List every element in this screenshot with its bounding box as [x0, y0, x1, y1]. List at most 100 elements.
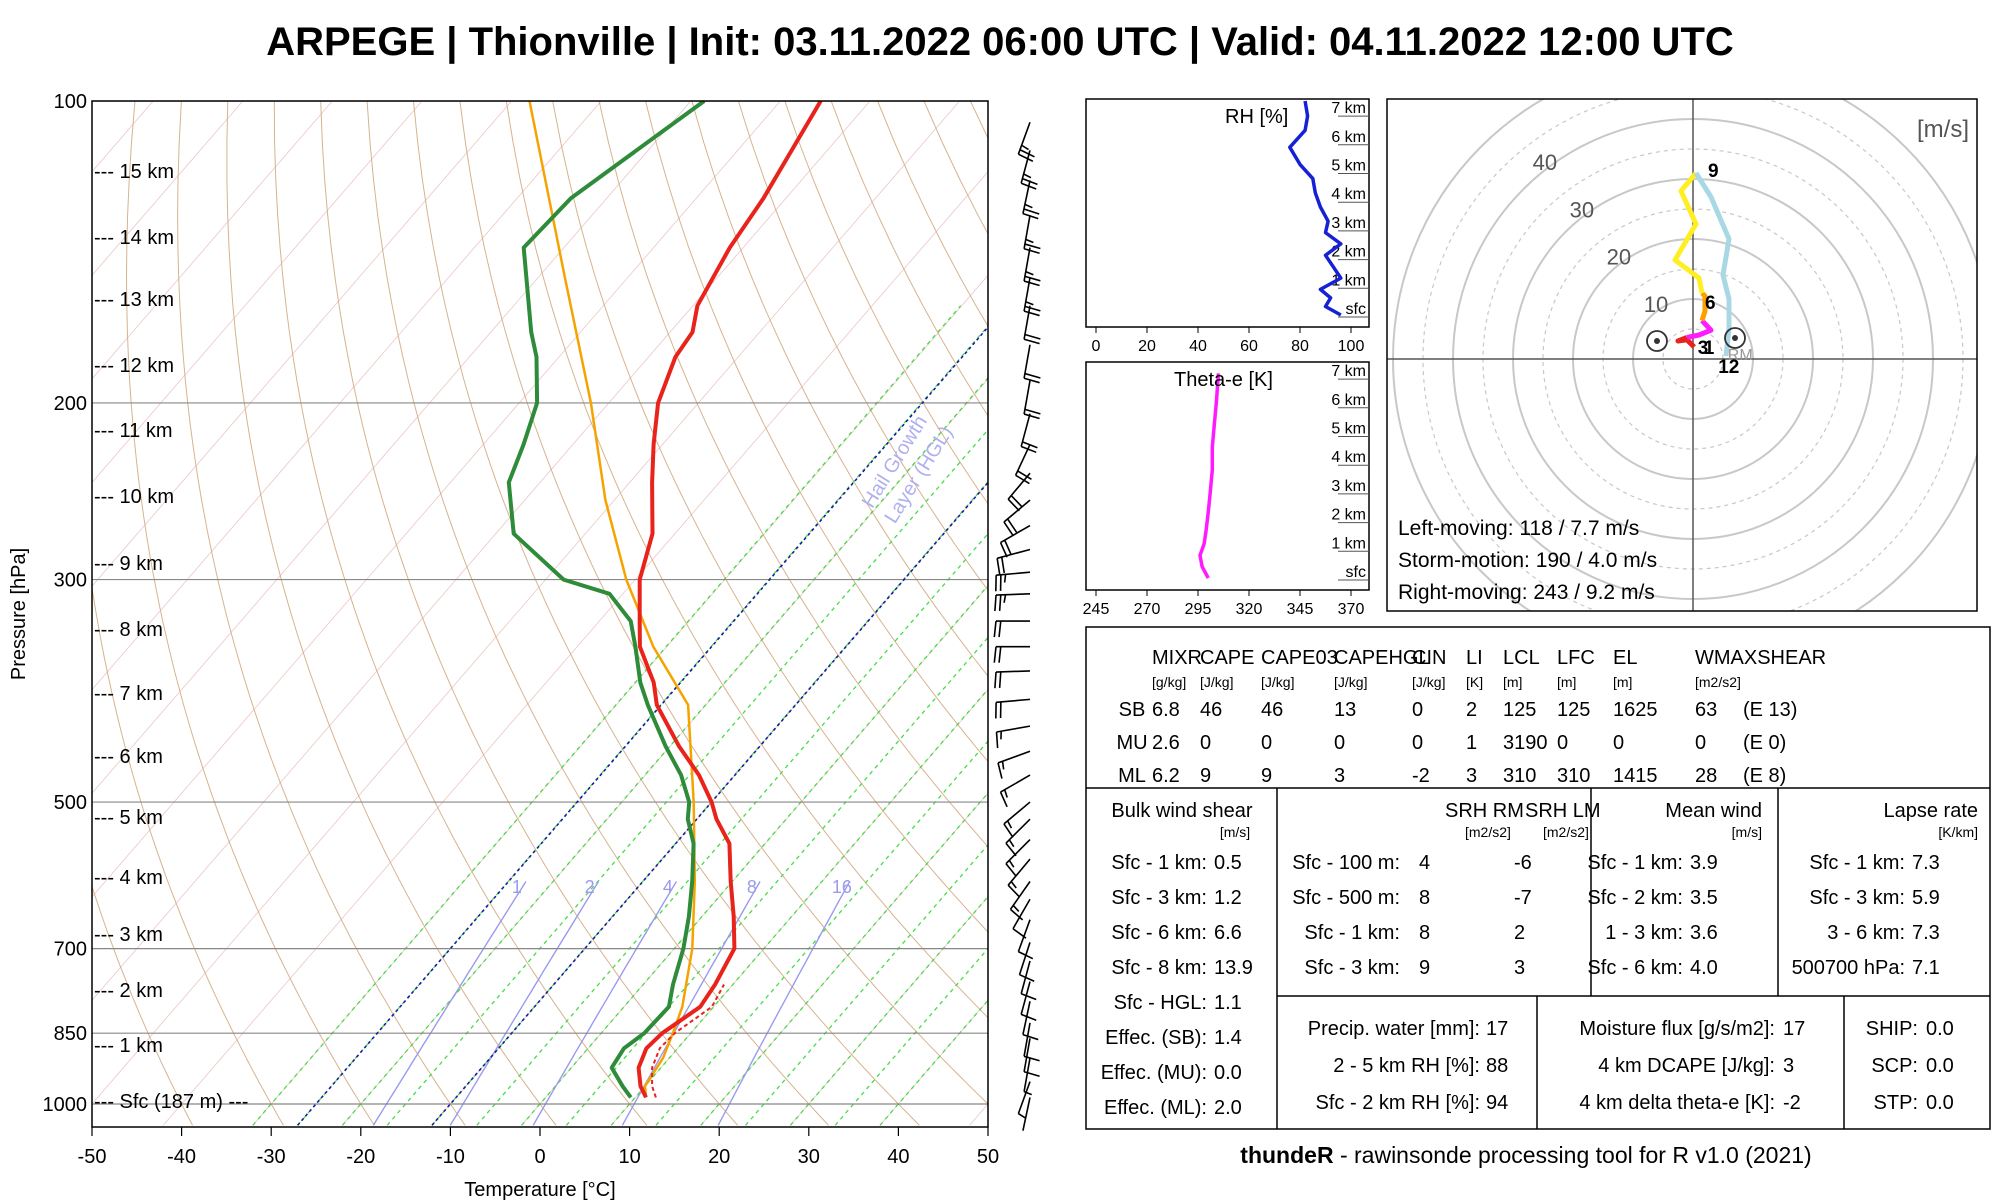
- dry-adiabat: [830, 101, 988, 417]
- height-label: --- 5 km: [94, 807, 163, 829]
- shear-label: Effec. (ML):: [1104, 1097, 1207, 1119]
- level-label: 4 km: [1331, 449, 1366, 466]
- parcel-curve: [528, 101, 697, 1098]
- x-tick-label: 100: [1338, 338, 1365, 355]
- wind-barb: [1023, 1057, 1032, 1096]
- shear-value: 1.2: [1214, 887, 1242, 909]
- wind-barb-flag: [1019, 973, 1035, 982]
- meanwind-title: Mean wind: [1665, 800, 1762, 822]
- wind-barb-staff: [1017, 121, 1031, 155]
- wind-barb: [1023, 1022, 1040, 1062]
- level-label: 1 km: [1331, 535, 1366, 552]
- wind-barb: [996, 548, 1031, 575]
- wind-barb-flag: [1003, 789, 1008, 798]
- height-point-label: 6: [1705, 293, 1716, 314]
- height-label: --- 7 km: [94, 683, 163, 705]
- wind-barb-staff: [1005, 818, 1031, 844]
- dry-adiabat: [92, 584, 284, 1126]
- dry-adiabat: [366, 101, 829, 1126]
- height-label: --- 14 km: [94, 227, 174, 249]
- wind-barb-flag: [1012, 904, 1020, 912]
- flux-value: 3: [1783, 1055, 1794, 1077]
- wind-barb-staff: [1005, 839, 1031, 865]
- index-value: 0.0: [1926, 1018, 1954, 1040]
- isotherm: [92, 101, 244, 276]
- wind-barb-staff: [1020, 981, 1031, 1015]
- param-header: MIXR: [1152, 647, 1202, 669]
- x-tick-label: 60: [1240, 338, 1258, 355]
- srh-lm-value: -6: [1514, 852, 1532, 874]
- wind-barb-flag: [1023, 413, 1040, 420]
- x-tick-label: -40: [167, 1146, 196, 1168]
- moist-adiabat: [252, 305, 962, 1126]
- wind-barb: [1023, 305, 1041, 345]
- wind-barb-staff: [1022, 1097, 1031, 1131]
- moist-adiabat: [521, 584, 988, 1126]
- wind-barb-flag: [993, 646, 997, 663]
- isotherm: [92, 101, 333, 380]
- param-header: CAPEHGL: [1334, 647, 1430, 669]
- mixing-ratio-label: 8: [747, 877, 757, 897]
- wind-barb: [1023, 215, 1041, 254]
- footer-brand: thundeR: [1240, 1142, 1334, 1168]
- dry-adiabat: [598, 101, 988, 848]
- param-unit: [g/kg]: [1152, 674, 1186, 690]
- wind-barb-flag: [993, 620, 997, 638]
- wind-barb-flag: [995, 731, 999, 749]
- wind-barb: [999, 524, 1031, 558]
- param-header: CAPE03: [1261, 647, 1338, 669]
- wind-barb: [1023, 380, 1041, 420]
- table-frame: [1085, 626, 1991, 1130]
- wind-barb-flag: [1023, 1090, 1032, 1096]
- wind-barb: [1003, 801, 1031, 838]
- shear-label: Sfc - 8 km:: [1111, 957, 1207, 979]
- isotherm: [700, 792, 988, 1126]
- wind-barb-staff: [1022, 1001, 1031, 1035]
- param-value: 0: [1334, 732, 1345, 754]
- param-value: 6.2: [1152, 765, 1180, 787]
- meanwind-label: Sfc - 2 km:: [1587, 887, 1683, 909]
- srh-lm-value: -7: [1514, 887, 1532, 909]
- moist-adiabat: [700, 792, 988, 1126]
- srh-rm-value: 8: [1419, 922, 1430, 944]
- hodograph-segment: [1686, 318, 1714, 340]
- shear-value: 1.4: [1214, 1027, 1242, 1049]
- height-label: --- Sfc (187 m) ---: [94, 1091, 248, 1113]
- wind-barb-flag: [1005, 842, 1017, 857]
- wind-barb-flag: [998, 671, 1002, 689]
- param-header: EL: [1613, 647, 1637, 669]
- level-label: 3 km: [1331, 215, 1366, 232]
- virtual-temperature-curve: [651, 984, 725, 1098]
- lapse-label: 500700 hPa:: [1792, 957, 1905, 979]
- wind-barb: [1007, 472, 1031, 512]
- height-label: --- 15 km: [94, 161, 174, 183]
- rh-title: RH [%]: [1225, 106, 1288, 128]
- wind-barb: [1023, 247, 1041, 287]
- wind-barb: [995, 571, 1031, 592]
- param-value: 1: [1466, 732, 1477, 754]
- x-tick-label: 0: [534, 1146, 545, 1168]
- wind-barb-flag: [1003, 594, 1007, 603]
- x-tick-label: -30: [257, 1146, 286, 1168]
- param-header: WMAXSHEAR: [1695, 647, 1826, 669]
- wind-barb-staff: [1023, 344, 1031, 379]
- wind-barb: [1017, 919, 1034, 960]
- wind-barb: [1012, 898, 1031, 939]
- moisture-value: 94: [1486, 1092, 1508, 1114]
- level-label: 3 km: [1331, 478, 1366, 495]
- wind-barb: [994, 670, 1031, 689]
- srh-lm-value: 3: [1514, 957, 1525, 979]
- ring-label: 10: [1644, 292, 1668, 317]
- wind-barb-staff: [1023, 305, 1031, 340]
- wind-barb-flag: [1022, 441, 1038, 449]
- isotherm: [162, 171, 988, 1126]
- param-row-label: ML: [1118, 765, 1146, 787]
- dry-adiabat: [125, 101, 375, 1126]
- flux-label: Moisture flux [g/s/m2]:: [1579, 1018, 1775, 1040]
- lapse-unit: [K/km]: [1938, 824, 1978, 840]
- wind-barb: [1022, 1097, 1031, 1131]
- flux-value: -2: [1783, 1092, 1801, 1114]
- left-moving-marker: [1646, 330, 1668, 352]
- x-tick-label: 345: [1287, 601, 1314, 618]
